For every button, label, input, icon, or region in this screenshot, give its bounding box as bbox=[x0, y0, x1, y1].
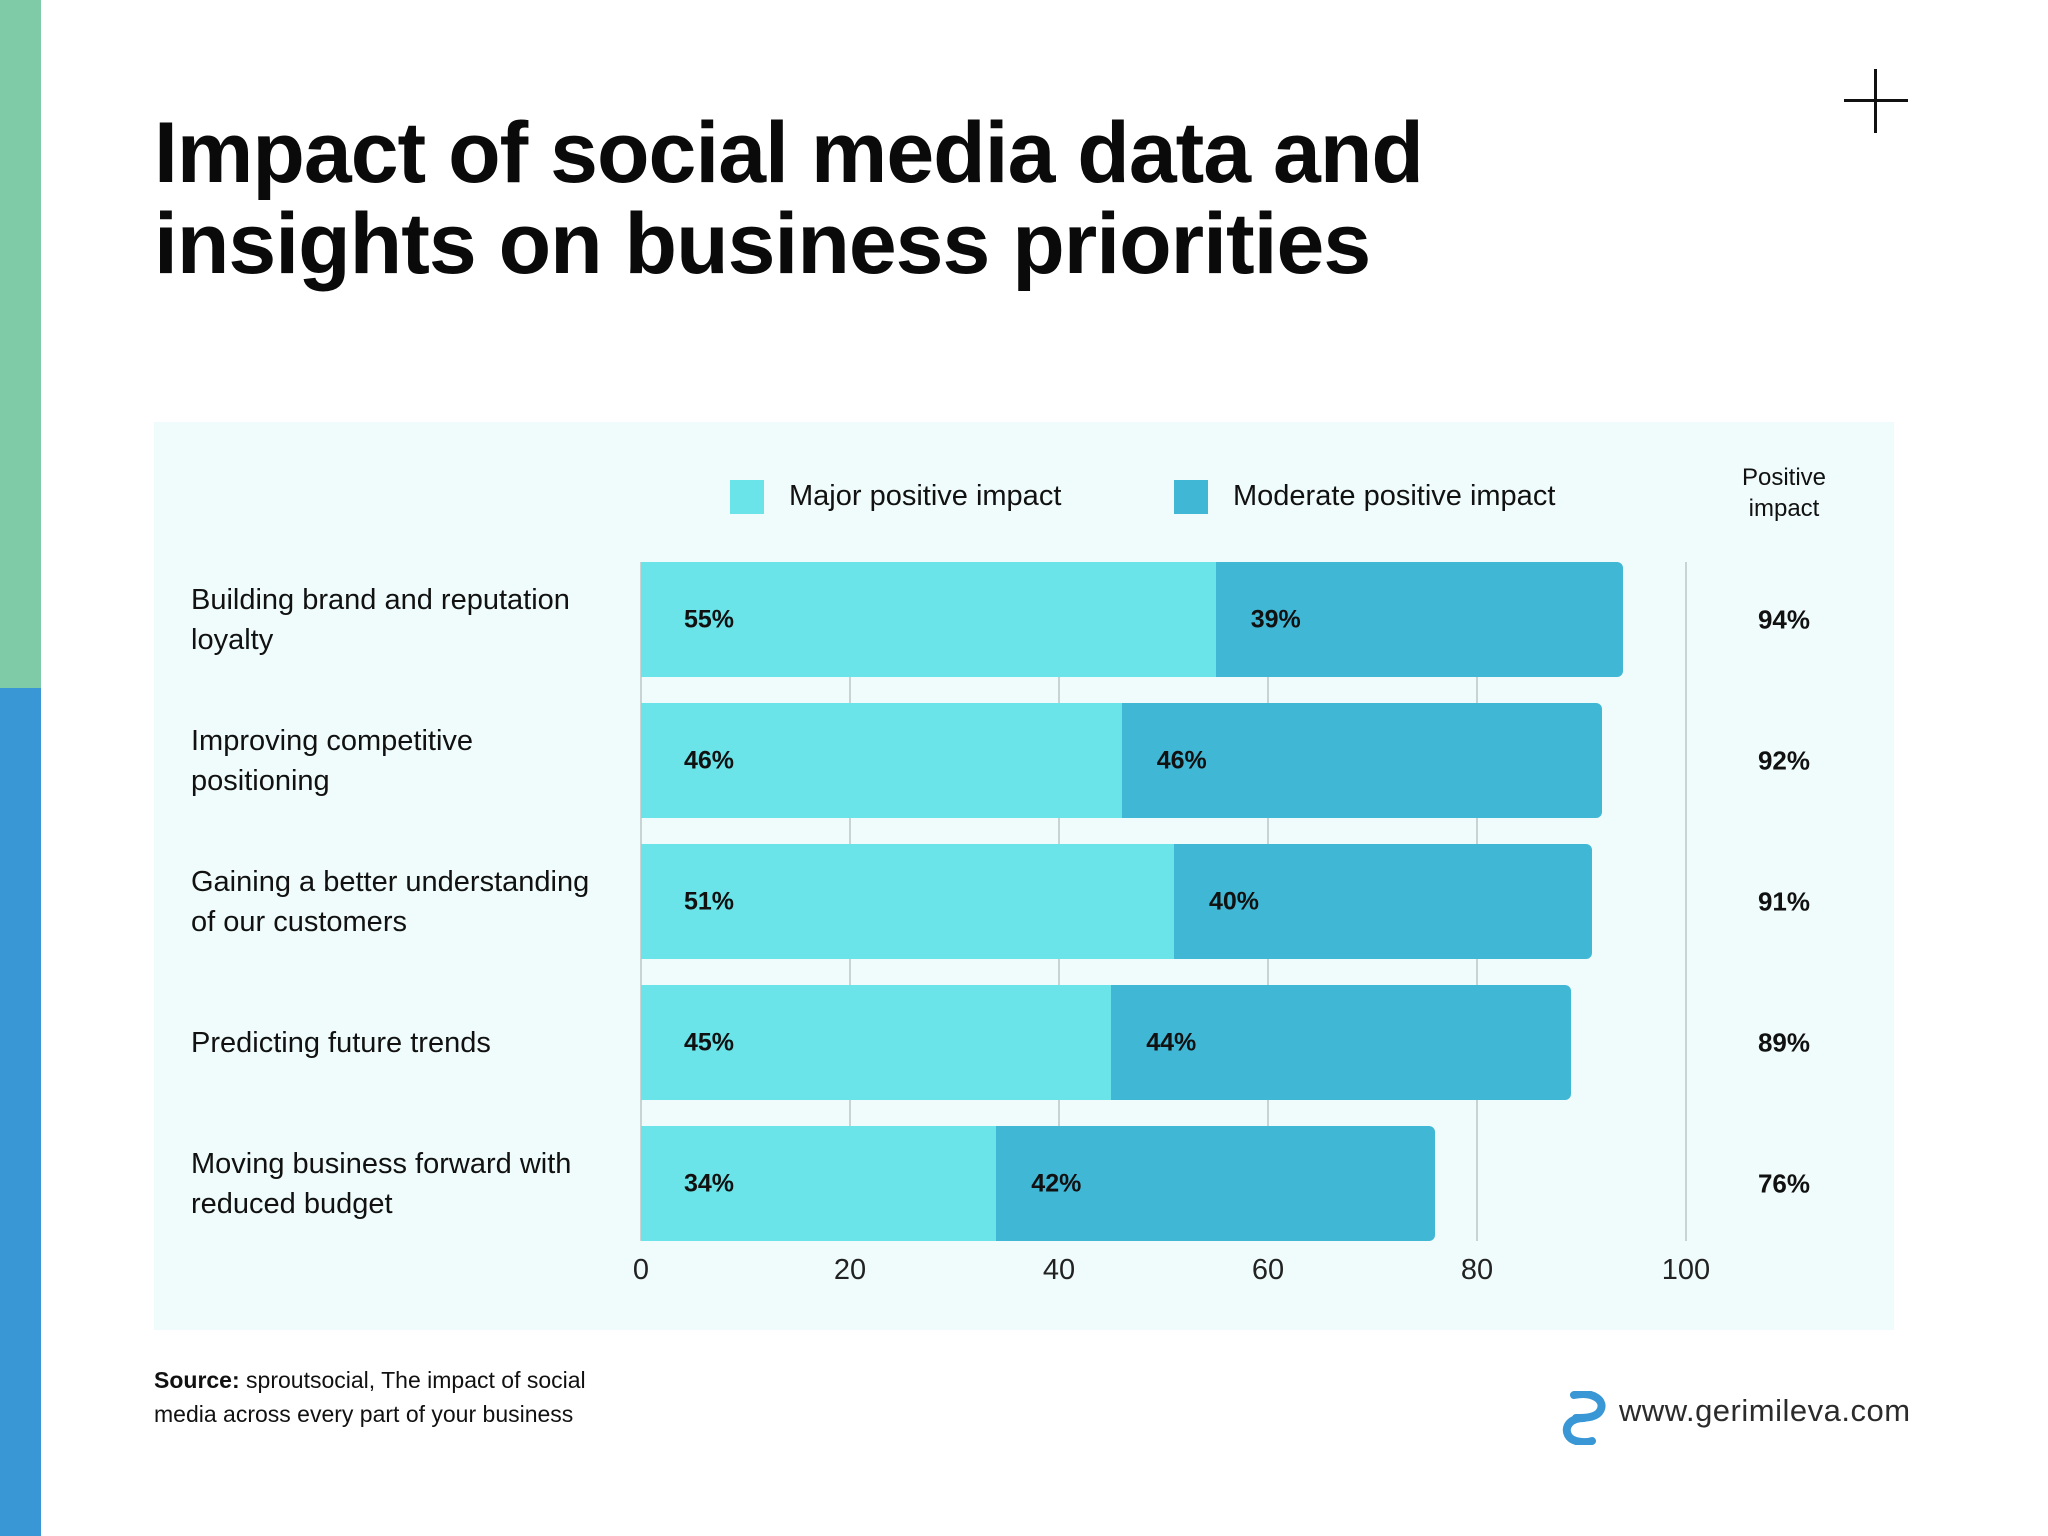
bar-value-label: 45% bbox=[684, 1028, 735, 1056]
bar-moderate: 44% bbox=[1111, 985, 1572, 1100]
total-value: 94% bbox=[1757, 604, 1811, 634]
category-label: Improving competitive positioning bbox=[191, 724, 474, 797]
legend-swatch-major bbox=[730, 480, 764, 514]
chart-title: Impact of social media data and insights… bbox=[154, 105, 1424, 292]
accent-stripe-blue bbox=[0, 688, 41, 1536]
bar-moderate: 39% bbox=[1215, 562, 1624, 677]
bar-moderate: 40% bbox=[1173, 844, 1592, 959]
bar-value-label: 55% bbox=[684, 605, 735, 633]
x-tick-label: 40 bbox=[1042, 1254, 1076, 1286]
source-label: Source: bbox=[154, 1367, 240, 1393]
bar-major: 51% bbox=[641, 844, 1174, 959]
bar-value-label: 46% bbox=[684, 746, 735, 774]
x-tick-label: 100 bbox=[1661, 1254, 1711, 1286]
category-label: Building brand and reputation loyalty bbox=[191, 583, 570, 656]
x-tick-label: 80 bbox=[1460, 1254, 1494, 1286]
gerimileva-logo bbox=[1562, 1391, 1606, 1445]
bar-moderate: 42% bbox=[996, 1126, 1436, 1241]
category-label: Gaining a better understanding of our cu… bbox=[191, 865, 590, 938]
bar-value-label: 51% bbox=[684, 887, 735, 915]
bar-value-label: 46% bbox=[1156, 746, 1207, 774]
total-value: 76% bbox=[1757, 1168, 1811, 1198]
category-label: Predicting future trends bbox=[191, 1026, 491, 1059]
x-tick-label: 60 bbox=[1251, 1254, 1285, 1286]
plus-icon bbox=[1844, 69, 1908, 133]
accent-stripe-green bbox=[0, 0, 41, 688]
source-note: Source: sproutsocial, The impact of soci… bbox=[154, 1363, 654, 1431]
bar-major: 46% bbox=[641, 703, 1122, 818]
bar-value-label: 39% bbox=[1250, 605, 1301, 633]
legend-swatch-moderate bbox=[1174, 480, 1208, 514]
category-label: Moving business forward with reduced bud… bbox=[191, 1147, 572, 1220]
x-tick-label: 0 bbox=[632, 1254, 650, 1286]
legend-label-moderate: Moderate positive impact bbox=[1233, 480, 1556, 512]
bar-major: 45% bbox=[641, 985, 1112, 1100]
bar-value-label: 44% bbox=[1146, 1028, 1197, 1056]
bar-value-label: 34% bbox=[684, 1169, 735, 1197]
bar-major: 34% bbox=[641, 1126, 997, 1241]
total-value: 92% bbox=[1757, 745, 1811, 775]
bar-moderate: 46% bbox=[1121, 703, 1603, 818]
total-value: 91% bbox=[1757, 886, 1811, 916]
legend-label-major: Major positive impact bbox=[789, 480, 1062, 512]
source-text: sproutsocial, The impact of social media… bbox=[154, 1367, 586, 1427]
x-tick-label: 20 bbox=[833, 1254, 867, 1286]
gridline-100 bbox=[1685, 562, 1687, 1241]
bar-value-label: 42% bbox=[1031, 1169, 1082, 1197]
total-value: 89% bbox=[1757, 1027, 1811, 1057]
totals-header: Positive impact bbox=[1741, 464, 1827, 522]
bar-major: 55% bbox=[641, 562, 1216, 677]
website-link[interactable]: www.gerimileva.com bbox=[1619, 1393, 1911, 1428]
bar-value-label: 40% bbox=[1208, 887, 1259, 915]
